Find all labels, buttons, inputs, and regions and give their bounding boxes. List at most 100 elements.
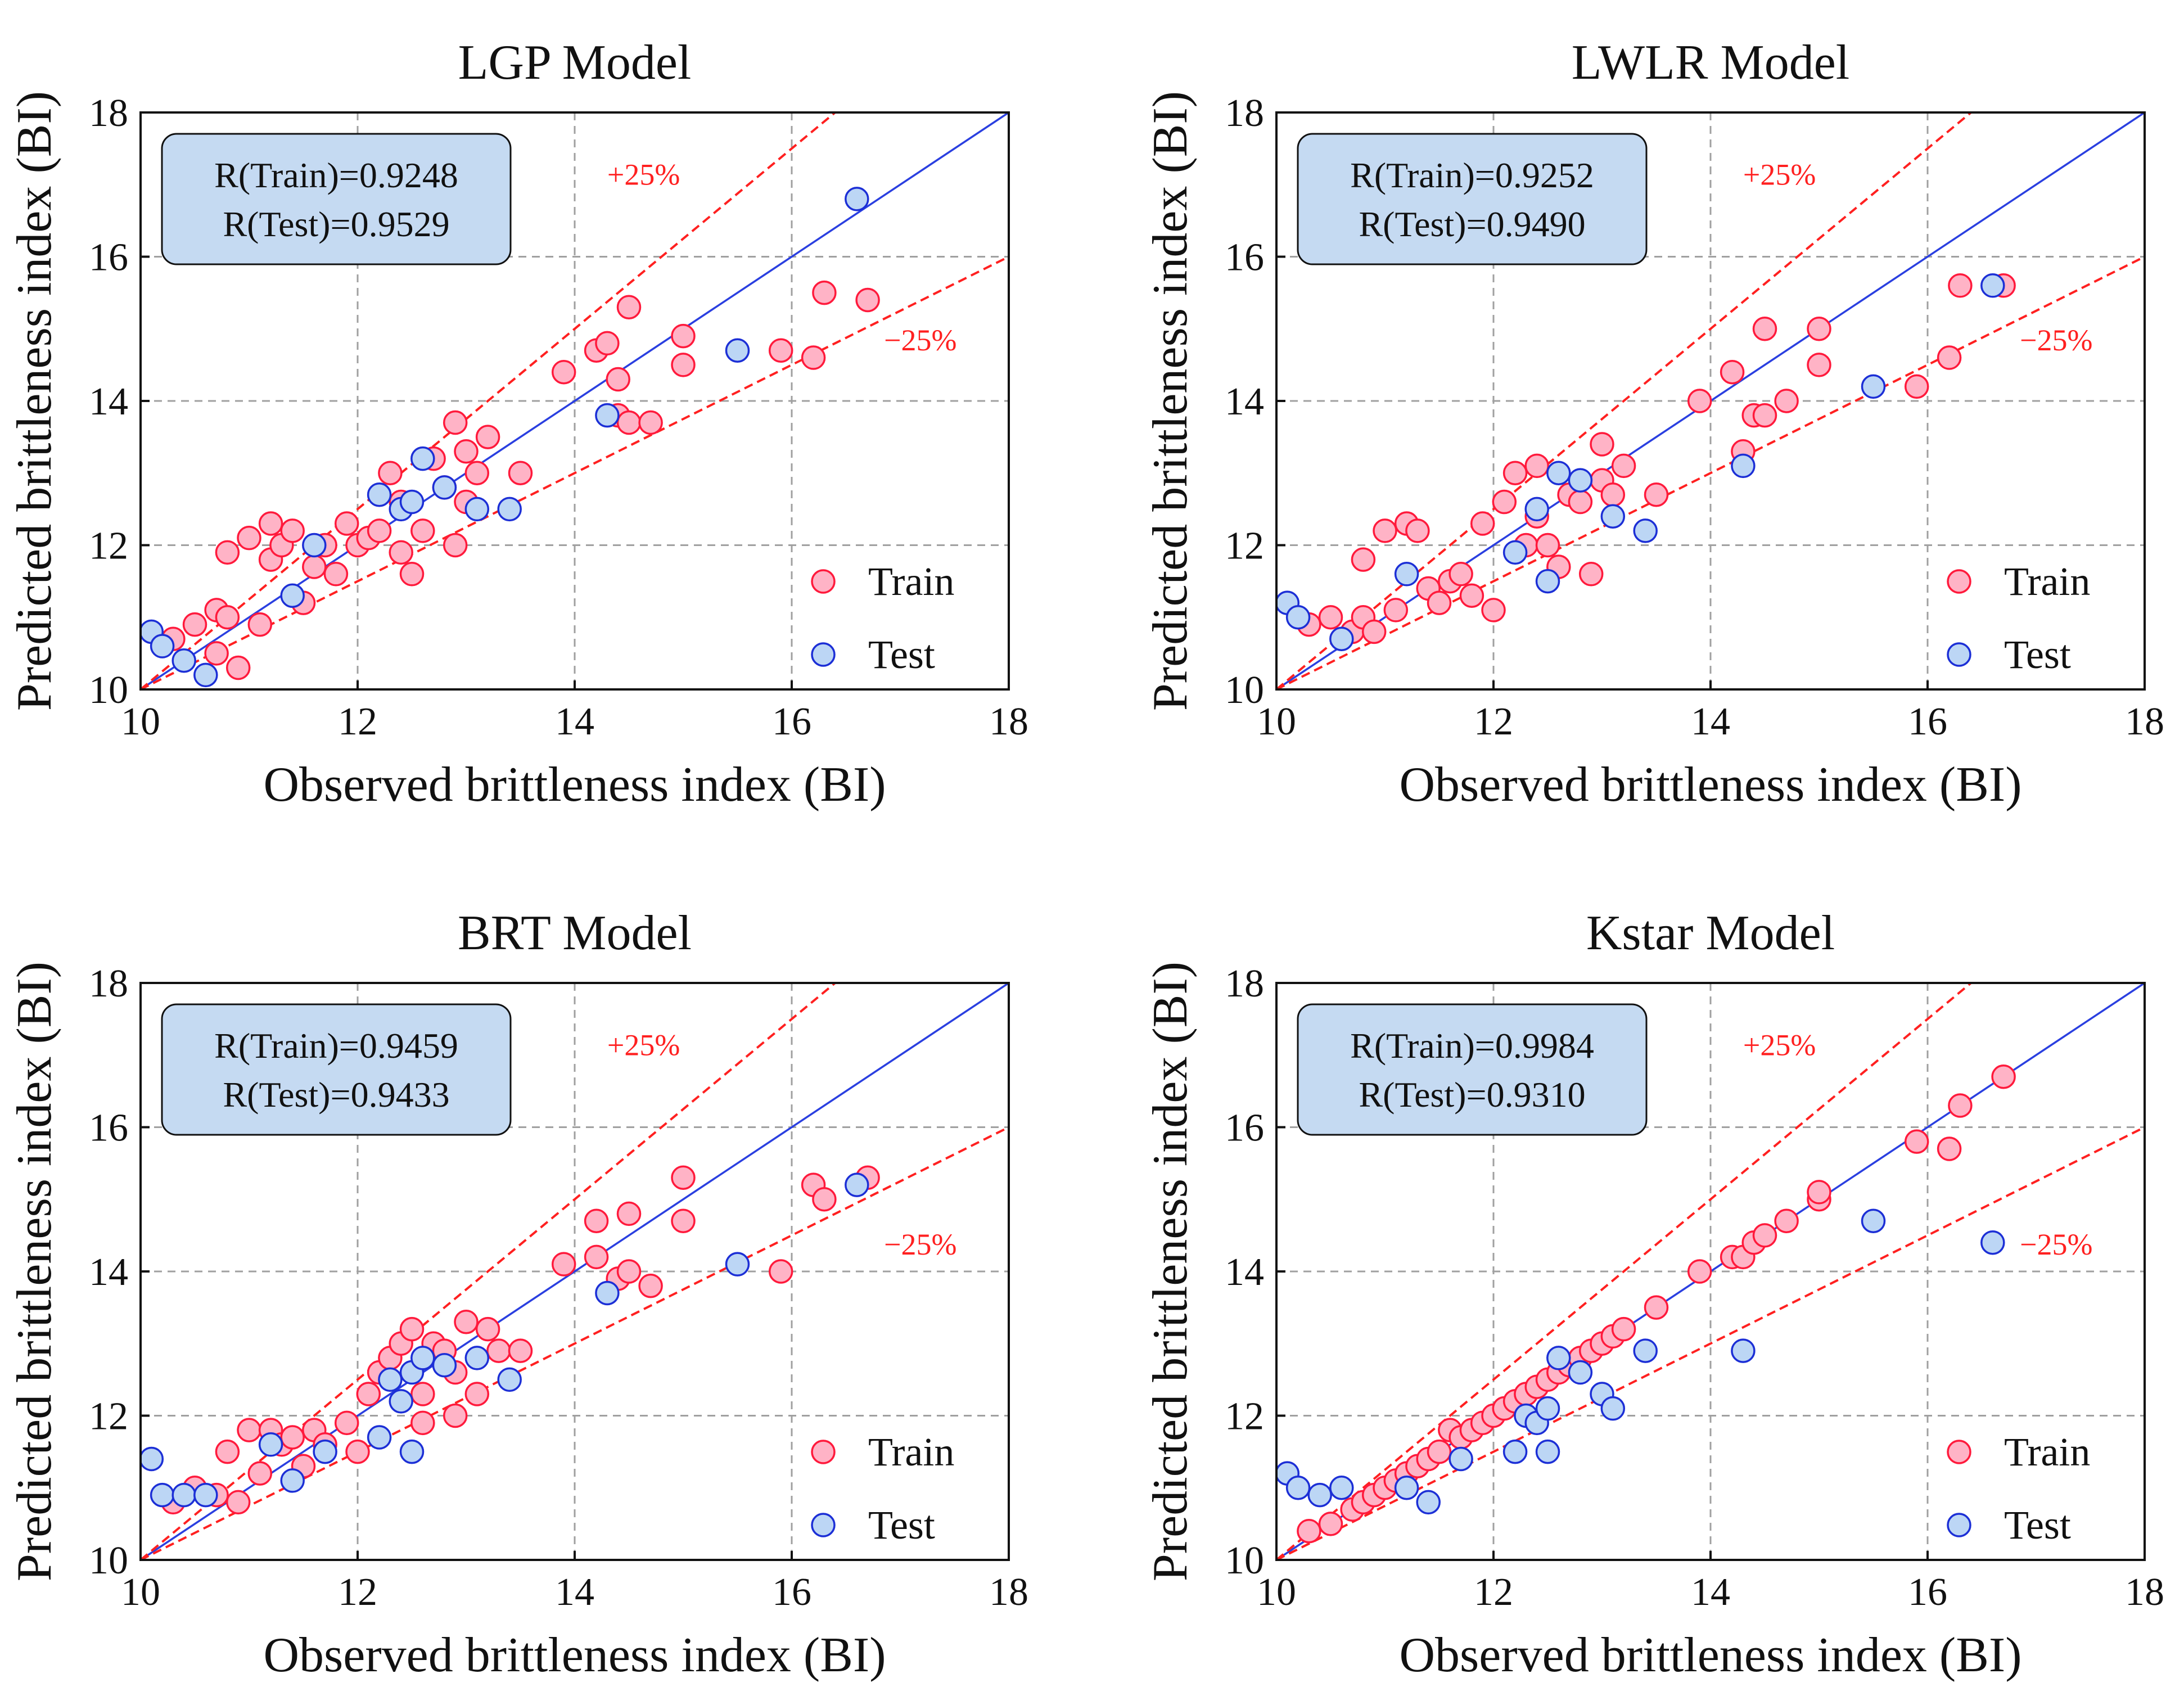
- test-point: [367, 1425, 392, 1450]
- y-axis-label: Predicted brittleness index (BI): [1143, 962, 1198, 1581]
- train-point: [616, 1259, 642, 1284]
- test-point: [1502, 1439, 1528, 1464]
- train-point: [1687, 389, 1712, 413]
- y-axis-label: Predicted brittleness index (BI): [7, 91, 62, 711]
- panel-title: LWLR Model: [1572, 35, 1849, 90]
- r-train-value: R(Train)=0.9459: [214, 1026, 458, 1066]
- train-point: [1644, 482, 1669, 507]
- test-point: [725, 1252, 750, 1276]
- y-tick-label: 16: [1225, 236, 1264, 279]
- x-tick-label: 16: [1908, 1571, 1947, 1614]
- train-point: [378, 461, 403, 485]
- train-point: [1590, 432, 1614, 457]
- test-point: [410, 446, 435, 471]
- legend-test-label: Test: [868, 632, 935, 677]
- train-point: [801, 345, 826, 370]
- y-tick-label: 14: [89, 1251, 128, 1294]
- x-tick-label: 10: [121, 700, 160, 743]
- train-point: [367, 518, 392, 543]
- legend-test-marker: [1947, 1513, 1971, 1537]
- train-point: [410, 518, 435, 543]
- test-point: [1394, 1476, 1419, 1500]
- train-point: [486, 1338, 511, 1363]
- test-point: [1568, 468, 1593, 493]
- test-point: [193, 662, 218, 688]
- plus-25-label: +25%: [607, 1028, 680, 1062]
- train-point: [1318, 1512, 1343, 1536]
- x-tick-label: 10: [121, 1571, 160, 1614]
- stats-box: R(Train)=0.9984 R(Test)=0.9310: [1297, 1003, 1648, 1136]
- legend-train-marker: [1947, 1440, 1971, 1464]
- train-point: [1361, 619, 1387, 644]
- test-point: [1285, 605, 1311, 630]
- train-point: [1948, 273, 1973, 298]
- train-point: [1752, 403, 1777, 428]
- train-point: [215, 605, 240, 630]
- plus-25-label: +25%: [1743, 1028, 1816, 1062]
- train-point: [551, 1252, 576, 1276]
- train-point: [215, 540, 240, 565]
- y-tick-label: 18: [89, 92, 128, 135]
- test-point: [1416, 1490, 1441, 1515]
- y-tick-label: 10: [1225, 1539, 1264, 1582]
- ideal-line: [141, 983, 1009, 1560]
- test-point: [432, 1352, 457, 1378]
- y-tick-label: 18: [1225, 92, 1264, 135]
- r-train-value: R(Train)=0.9252: [1350, 155, 1594, 195]
- legend-train-marker: [1947, 569, 1971, 594]
- train-point: [475, 425, 500, 449]
- panel-3: +25% −25% 10 12 14 16 18 10 12 14 16 18 BRT Model Obs…: [7, 906, 1028, 1683]
- train-point: [1427, 590, 1452, 615]
- train-point: [237, 1418, 261, 1442]
- test-point: [464, 497, 490, 522]
- train-point: [1449, 562, 1473, 587]
- legend: Train Test: [1947, 1429, 2090, 1548]
- test-point: [410, 1346, 435, 1370]
- train-point: [584, 1208, 609, 1233]
- train-point: [606, 367, 630, 392]
- test-point: [595, 403, 620, 428]
- x-tick-label: 12: [1474, 700, 1513, 743]
- r-test-value: R(Test)=0.9433: [223, 1075, 449, 1115]
- train-point: [1774, 1208, 1799, 1233]
- x-tick-label: 18: [989, 1571, 1028, 1614]
- test-point: [1633, 518, 1658, 543]
- train-point: [204, 641, 229, 666]
- train-point: [1807, 1180, 1831, 1205]
- train-point: [638, 410, 663, 435]
- test-point: [1329, 1476, 1354, 1500]
- legend-train-marker: [811, 569, 836, 594]
- test-point: [497, 1367, 522, 1392]
- test-point: [595, 1280, 620, 1306]
- train-point: [334, 511, 359, 536]
- train-point: [855, 287, 880, 313]
- train-point: [345, 1439, 370, 1464]
- minus-25-label: −25%: [884, 1228, 956, 1261]
- legend: Train Test: [811, 1429, 954, 1548]
- test-point: [1980, 1230, 2005, 1255]
- train-point: [399, 1316, 425, 1342]
- train-point: [182, 612, 207, 637]
- legend-train-label: Train: [868, 559, 954, 604]
- y-tick-label: 10: [1225, 669, 1264, 712]
- test-point: [141, 1446, 164, 1472]
- y-tick-label: 14: [1225, 1251, 1264, 1294]
- legend-train-label: Train: [868, 1429, 954, 1474]
- test-point: [302, 533, 327, 558]
- test-point: [845, 1172, 869, 1197]
- train-point: [1807, 353, 1831, 377]
- test-point: [399, 1439, 425, 1464]
- minus-25-label: −25%: [2020, 323, 2092, 357]
- minus-25-line: [141, 255, 1009, 689]
- train-point: [410, 1410, 435, 1436]
- train-point: [616, 1201, 642, 1226]
- train-point: [464, 1382, 490, 1406]
- train-point: [1351, 547, 1376, 572]
- data-points: [141, 187, 880, 688]
- train-point: [508, 1338, 533, 1363]
- r-train-value: R(Train)=0.9248: [214, 155, 458, 195]
- test-point: [150, 1482, 175, 1508]
- plus-25-line: [1276, 983, 1972, 1560]
- train-point: [1470, 511, 1495, 536]
